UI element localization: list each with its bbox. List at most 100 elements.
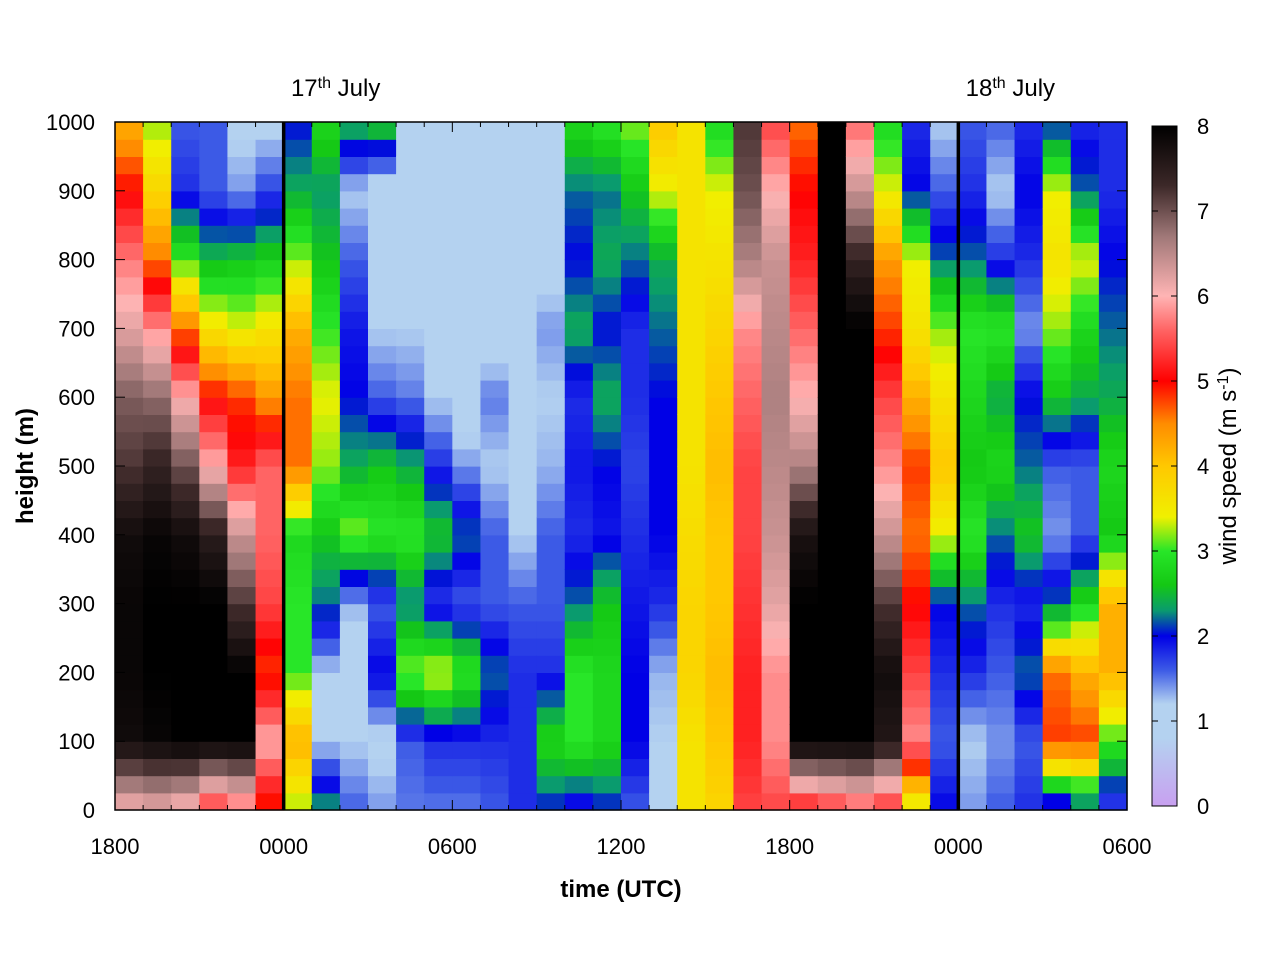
heatmap-cell [733, 775, 763, 794]
heatmap-cell [817, 638, 847, 656]
heatmap-cell [1098, 380, 1128, 398]
heatmap-cell [705, 638, 735, 656]
heatmap-cell [817, 775, 847, 794]
y-tick-label: 300 [58, 592, 95, 617]
heatmap-cell [621, 689, 650, 708]
heatmap-cell [1014, 414, 1044, 433]
heatmap-cell [1098, 466, 1128, 484]
heatmap-cell [1042, 758, 1072, 777]
heatmap-cell [789, 259, 819, 278]
heatmap-cell [508, 758, 538, 777]
heatmap-cell [368, 190, 397, 209]
heatmap-cell [1098, 414, 1128, 433]
heatmap-cell [283, 380, 313, 398]
heatmap-cell [958, 259, 988, 278]
heatmap-cell [199, 311, 229, 329]
heatmap-cell [761, 517, 791, 536]
heatmap-cell [452, 431, 482, 450]
heatmap-cell [143, 655, 172, 673]
heatmap-cell [536, 397, 566, 415]
heatmap-cell [986, 724, 1016, 742]
heatmap-cell [986, 311, 1016, 329]
heatmap-cell [1014, 638, 1044, 656]
heatmap-cell [508, 500, 538, 519]
heatmap-cell [480, 552, 510, 570]
heatmap-cell [902, 225, 931, 243]
heatmap-cell [789, 724, 819, 742]
heatmap-cell [564, 225, 594, 243]
heatmap-cell [986, 276, 1016, 295]
heatmap-cell [199, 483, 229, 501]
heatmap-cell [536, 792, 566, 811]
heatmap-cell [1070, 500, 1100, 519]
heatmap-cell [227, 534, 257, 553]
heatmap-cell [452, 139, 482, 157]
heatmap-cell [255, 448, 285, 467]
heatmap-cell [1098, 500, 1128, 519]
heatmap-cell [396, 311, 425, 329]
heatmap-cell [649, 242, 678, 261]
heatmap-cell [621, 345, 650, 364]
heatmap-cell [339, 190, 369, 209]
heatmap-cell [761, 500, 791, 519]
heatmap-cell [789, 345, 819, 364]
x-tick-label: 1200 [597, 834, 646, 859]
heatmap-cell [115, 414, 144, 433]
heatmap-cell [396, 259, 425, 278]
heatmap-cell [424, 276, 453, 295]
heatmap-cell [396, 500, 425, 519]
heatmap-cell [1042, 380, 1072, 398]
heatmap-cell [677, 586, 706, 605]
heatmap-cell [143, 431, 172, 450]
heatmap-cell [536, 173, 566, 192]
heatmap-cell [677, 672, 706, 691]
heatmap-cell [368, 414, 397, 433]
heatmap-cell [283, 225, 313, 243]
heatmap-cell [143, 586, 172, 605]
heatmap-cell [480, 758, 510, 777]
heatmap-cell [1014, 122, 1044, 140]
heatmap-cell [789, 552, 819, 570]
heatmap-cell [508, 173, 538, 192]
colorbar-tick-label: 0 [1197, 794, 1209, 819]
heatmap-cell [1014, 706, 1044, 725]
heatmap-cell [424, 362, 453, 381]
heatmap-cell [227, 328, 257, 347]
heatmap-cell [649, 603, 678, 622]
heatmap-cell [845, 276, 875, 295]
heatmap-cell [761, 638, 791, 656]
heatmap-cell [733, 517, 763, 536]
heatmap-cell [789, 638, 819, 656]
heatmap-cell [283, 122, 313, 140]
heatmap-cell [171, 517, 200, 536]
heatmap-cell [452, 242, 482, 261]
heatmap-cell [424, 724, 453, 742]
heatmap-cell [1014, 190, 1044, 209]
heatmap-cell [592, 259, 622, 278]
heatmap-cell [424, 311, 453, 329]
heatmap-cell [845, 792, 875, 811]
heatmap-cell [339, 414, 369, 433]
heatmap-cell [452, 724, 482, 742]
heatmap-cell [930, 758, 959, 777]
heatmap-cell [227, 552, 257, 570]
heatmap-cell [368, 311, 397, 329]
heatmap-cell [1070, 724, 1100, 742]
heatmap-cell [508, 552, 538, 570]
heatmap-cell [508, 208, 538, 226]
heatmap-cell [396, 328, 425, 347]
heatmap-cell [621, 139, 650, 157]
heatmap-cell [199, 517, 229, 536]
heatmap-cell [452, 517, 482, 536]
heatmap-cell [368, 362, 397, 381]
heatmap-cell [115, 500, 144, 519]
heatmap-cell [339, 448, 369, 467]
heatmap-cell [396, 655, 425, 673]
heatmap-cell [958, 225, 988, 243]
heatmap-cell [621, 603, 650, 622]
heatmap-cell [536, 190, 566, 209]
heatmap-cell [1014, 380, 1044, 398]
heatmap-cell [1070, 775, 1100, 794]
heatmap-cell [424, 328, 453, 347]
heatmap-cell [733, 758, 763, 777]
